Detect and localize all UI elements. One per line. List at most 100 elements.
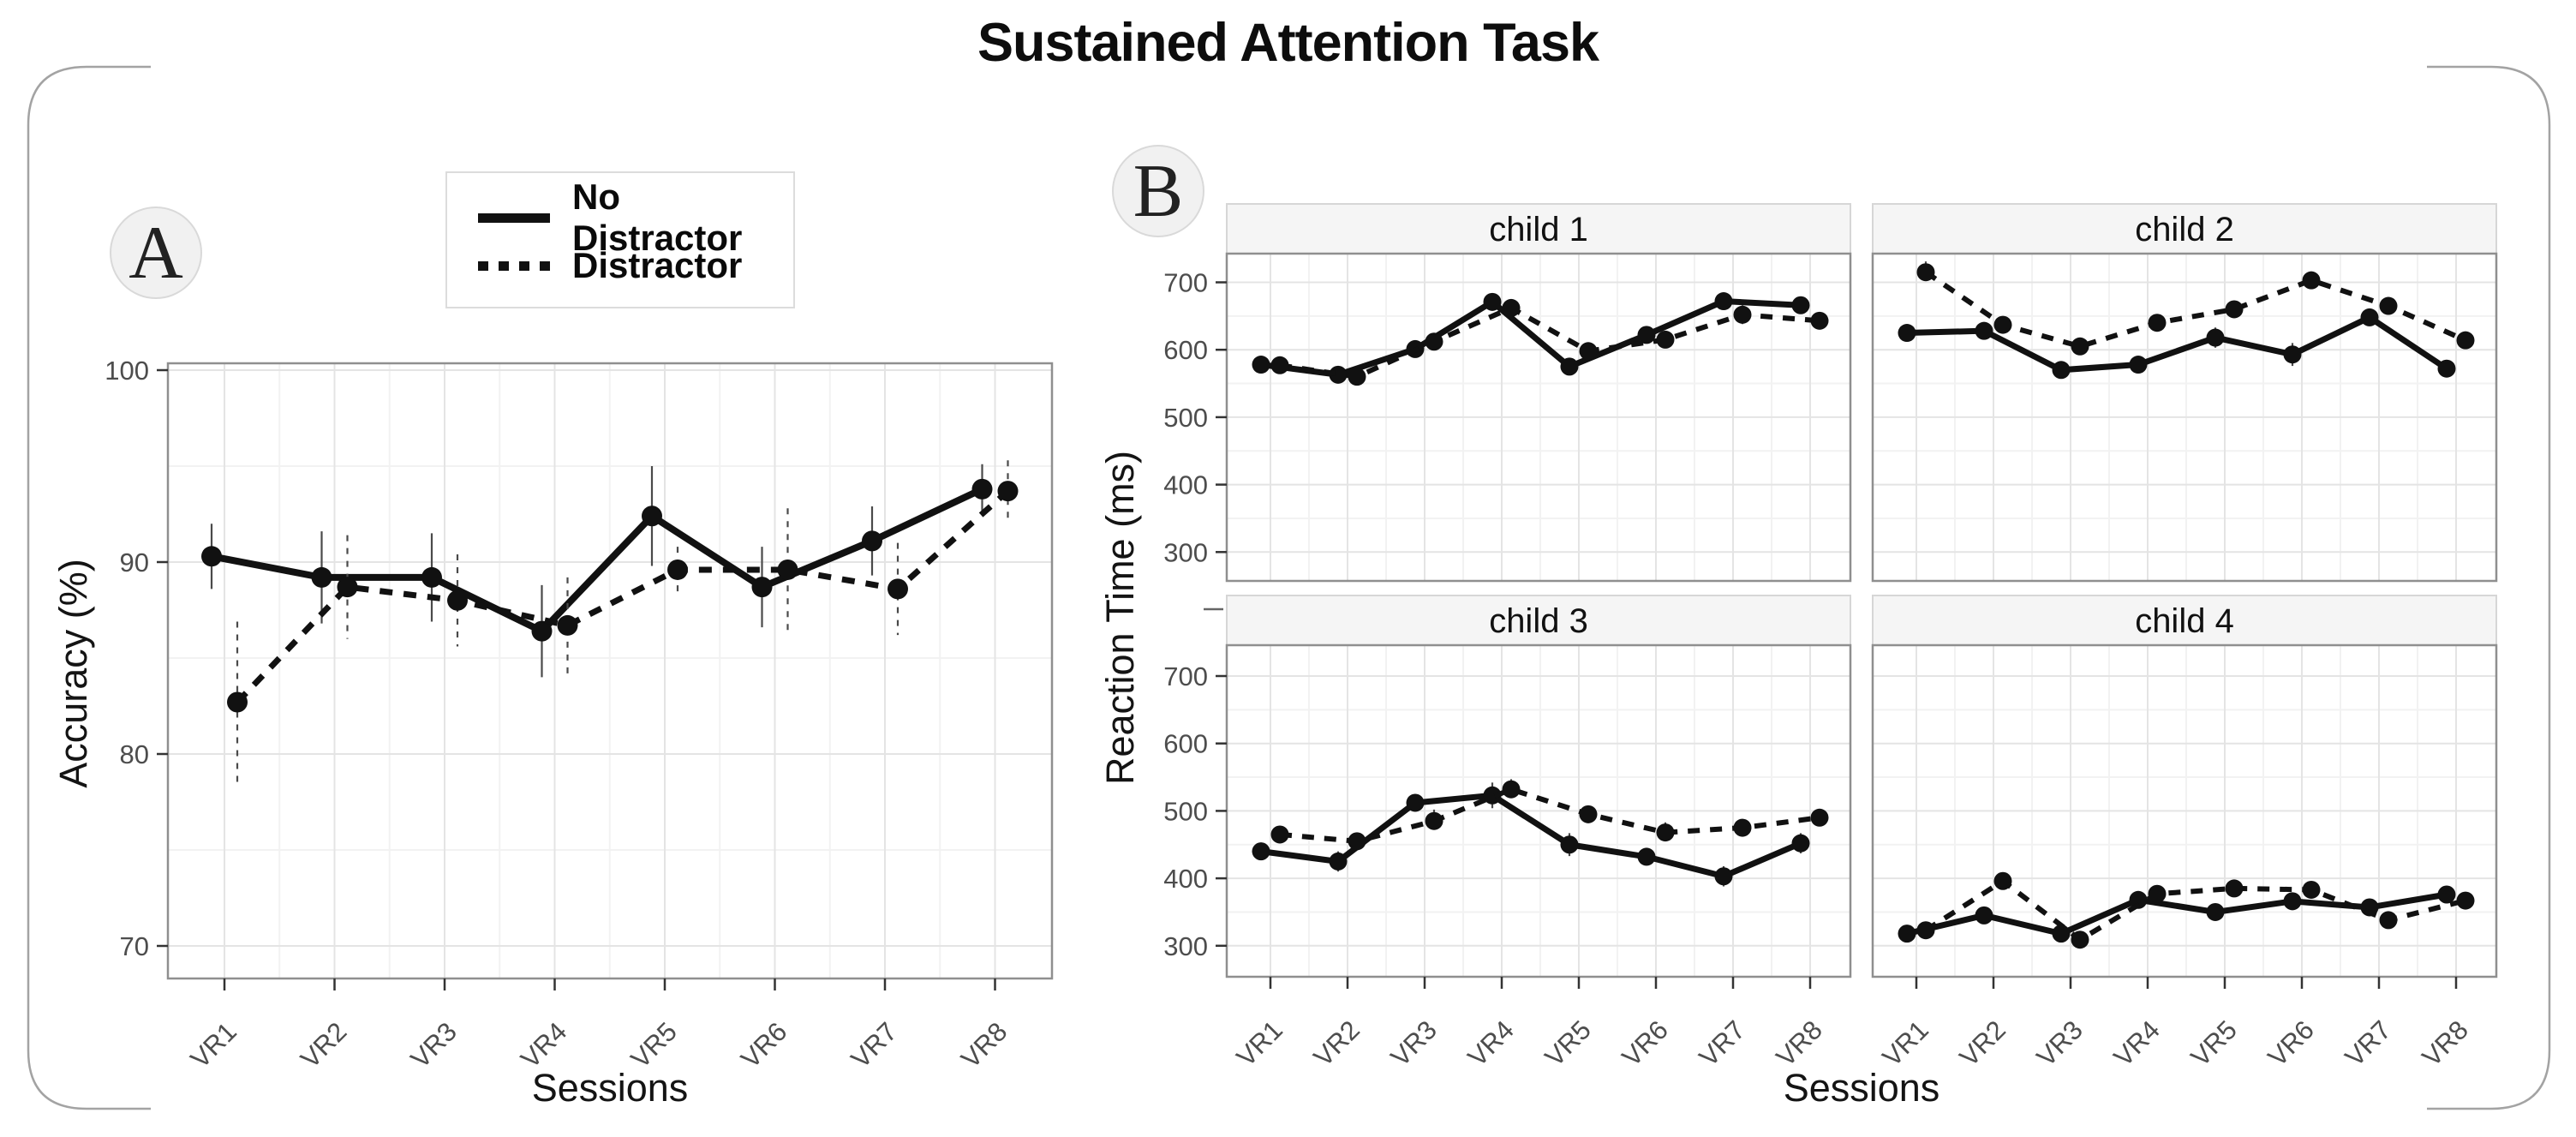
frame-left <box>27 65 151 1110</box>
tick-label: VR7 <box>846 1016 903 1074</box>
series-line-no-distractor <box>211 486 984 636</box>
data-point <box>1425 332 1443 351</box>
data-points-distractor <box>1916 871 2475 949</box>
figure-title: Sustained Attention Task <box>977 13 1599 73</box>
tick-label: VR1 <box>185 1016 242 1074</box>
panel-b-x-axis-title: Sessions <box>1783 1066 1940 1110</box>
tick-label: 300 <box>1163 931 1208 961</box>
data-point <box>1810 808 1829 827</box>
series-line-no-distractor <box>1906 314 2448 374</box>
series-line-distractor <box>1924 270 2467 350</box>
data-point <box>2225 879 2244 898</box>
tick-label: VR8 <box>1771 1014 1828 1072</box>
data-point <box>1714 867 1733 886</box>
tick-label: VR6 <box>1617 1014 1674 1072</box>
data-point <box>1560 835 1579 854</box>
panel-a-badge: A <box>110 206 202 299</box>
data-point <box>1916 263 1935 282</box>
data-point <box>2148 314 2167 332</box>
data-point <box>1406 793 1425 812</box>
data-point <box>1348 368 1366 386</box>
data-points-distractor <box>1270 298 1829 386</box>
tick-label: VR4 <box>2108 1014 2166 1072</box>
data-point <box>531 620 553 642</box>
data-point <box>1483 292 1502 311</box>
facet-title: child 2 <box>2135 211 2234 248</box>
panel-a-x-axis-title: Sessions <box>531 1066 689 1110</box>
data-point <box>1579 805 1598 823</box>
data-point <box>2302 271 2321 290</box>
legend-box: No Distractor Distractor <box>445 171 795 308</box>
data-point <box>2283 345 2302 364</box>
panel-b-letter: B <box>1133 149 1184 233</box>
series-line-no-distractor <box>1906 891 2447 937</box>
data-point <box>1810 311 1829 330</box>
data-point <box>337 577 358 598</box>
tick-label: VR2 <box>295 1016 352 1074</box>
data-point <box>1791 834 1810 853</box>
data-point <box>201 546 222 567</box>
facet-child-3: child 3 300 400 500 600 700 VR1 VR2 VR3 VR4 VR5 VR6… <box>1163 595 1852 1073</box>
tick-label: 90 <box>120 548 149 577</box>
data-point <box>2302 880 2321 899</box>
panel-a-plot: 70 80 90 100 VR1 VR2 VR3 VR4 VR5 VR6 VR7 VR8 <box>105 356 1054 1074</box>
data-point <box>1270 825 1289 844</box>
tick-label: VR6 <box>735 1016 792 1074</box>
data-point <box>1348 832 1366 851</box>
data-points-distractor <box>1270 780 1829 851</box>
panel-a-letter: A <box>129 211 183 295</box>
tick-label: VR5 <box>1539 1014 1597 1072</box>
tick-label: VR5 <box>625 1016 683 1074</box>
dashed-line-key-icon <box>478 260 550 271</box>
data-point <box>2456 891 2475 910</box>
data-point <box>997 481 1019 502</box>
data-point <box>1656 823 1675 842</box>
tick-label: 400 <box>1163 470 1208 500</box>
legend-label: No Distractor <box>572 177 743 258</box>
data-point <box>1483 786 1502 805</box>
data-point <box>2379 296 2398 315</box>
data-point <box>1637 326 1656 344</box>
tick-label: VR3 <box>1385 1014 1443 1072</box>
data-point <box>447 589 468 611</box>
tick-label: 600 <box>1163 335 1208 365</box>
data-point <box>1329 852 1348 871</box>
solid-line-key-icon <box>478 212 550 223</box>
tick-label: VR3 <box>2031 1014 2089 1072</box>
data-point <box>888 578 908 600</box>
data-point <box>2456 331 2475 350</box>
tick-label: VR4 <box>515 1016 572 1074</box>
tick-label: VR4 <box>1462 1014 1520 1072</box>
tick-label: VR2 <box>1954 1014 2011 1072</box>
tick-label: VR8 <box>2417 1014 2474 1072</box>
tick-label: 500 <box>1163 796 1208 826</box>
series-line-distractor <box>1924 877 2466 943</box>
facet-child-4: child 4 VR1 VR2 VR3 VR4 VR5 VR6 VR7 VR8 <box>1871 595 2498 1073</box>
data-point <box>1502 780 1521 799</box>
tick-label: 500 <box>1163 403 1208 433</box>
facet-strip <box>1226 203 1851 254</box>
tick-label: VR3 <box>405 1016 463 1074</box>
data-point <box>2360 308 2379 326</box>
data-point <box>1252 356 1270 374</box>
tick-label: 600 <box>1163 729 1208 759</box>
legend-label: Distractor <box>572 245 743 285</box>
data-point <box>862 530 882 552</box>
tick-label: 400 <box>1163 864 1208 894</box>
data-point <box>2225 300 2244 319</box>
tick-label: VR7 <box>1694 1014 1751 1072</box>
tick-label: 300 <box>1163 537 1208 567</box>
data-points-no-distractor <box>201 478 993 642</box>
data-point <box>777 559 798 580</box>
data-point <box>751 577 773 598</box>
tick-label: 700 <box>1163 661 1208 691</box>
data-point <box>667 559 688 580</box>
tick-label: 100 <box>105 356 149 386</box>
data-point <box>2148 884 2167 903</box>
data-point <box>227 691 248 713</box>
data-point <box>2071 337 2089 356</box>
data-point <box>1975 321 1993 340</box>
series-line-distractor <box>235 488 1010 704</box>
tick-label: VR7 <box>2340 1014 2397 1072</box>
